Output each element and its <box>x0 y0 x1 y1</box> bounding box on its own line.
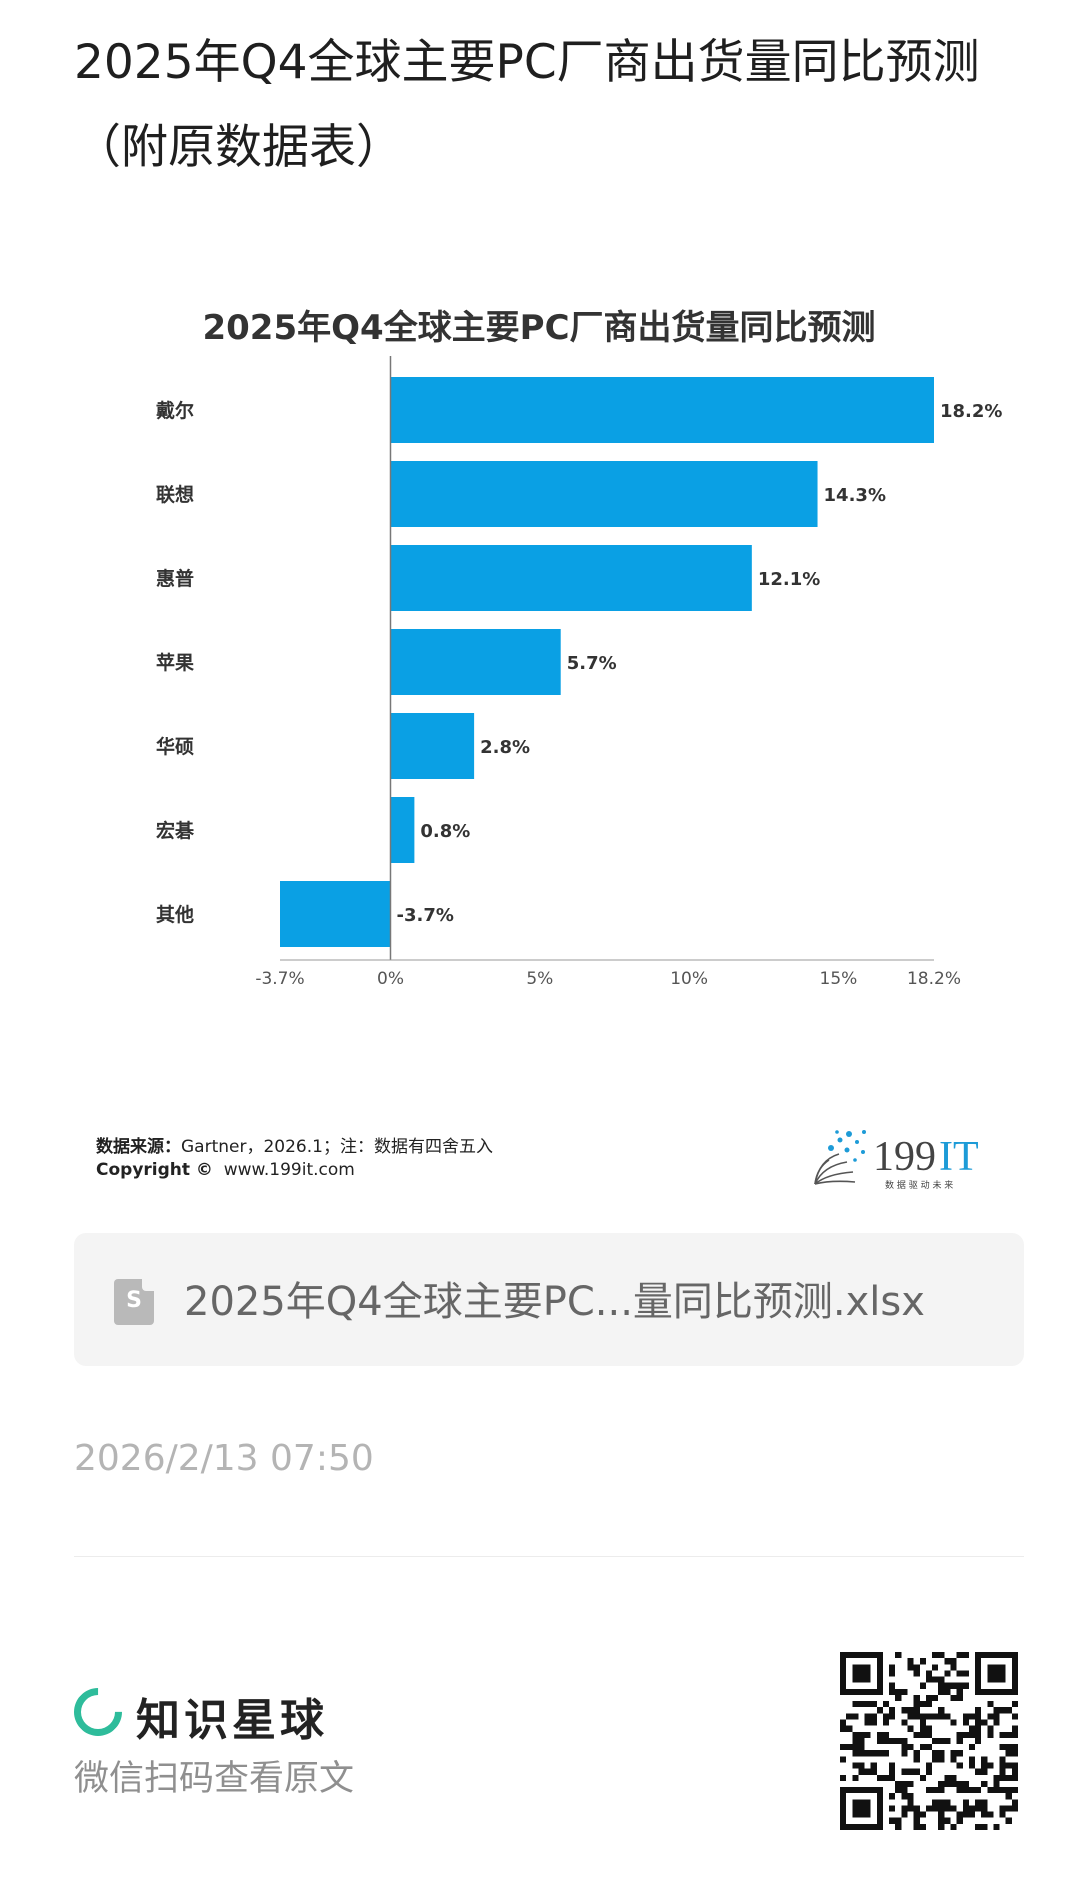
bar-6 <box>280 881 391 947</box>
logo-main-text: 199 <box>873 1134 936 1180</box>
data-label-1: 14.3% <box>824 485 886 506</box>
logo-199it: 199 IT 数 据 驱 动 未 来 <box>814 1130 979 1191</box>
category-label-0: 戴尔 <box>156 399 194 422</box>
x-tick-label-1: 0% <box>377 969 404 989</box>
chart-title: 2025年Q4全球主要PC厂商出货量同比预测 <box>202 308 876 348</box>
qr-code-icon[interactable] <box>840 1652 1018 1830</box>
copyright-line: Copyright © www.199it.com <box>96 1160 355 1180</box>
category-label-2: 惠普 <box>156 567 194 590</box>
data-label-0: 18.2% <box>940 401 1002 422</box>
data-label-4: 2.8% <box>480 737 530 758</box>
category-label-3: 苹果 <box>156 651 194 674</box>
attachment-filename[interactable]: 2025年Q4全球主要PC...量同比预测.xlsx <box>184 1279 925 1325</box>
bar-chart: 戴尔 18.2% 联想 14.3% 惠普 12.1% 苹果 5.7% 华硕 2.8% 宏碁 0.8% 其… <box>156 356 1002 989</box>
bar-3 <box>390 629 561 695</box>
category-label-4: 华硕 <box>156 735 194 758</box>
category-label-5: 宏碁 <box>156 819 195 842</box>
logo-accent-text: IT <box>939 1134 979 1180</box>
x-tick-label-4: 15% <box>820 969 858 989</box>
spreadsheet-icon-letter: S <box>126 1288 142 1313</box>
x-tick-label-0: -3.7% <box>255 969 304 989</box>
x-tick-label-5: 18.2% <box>907 969 961 989</box>
post-title: 2025年Q4全球主要PC厂商出货量同比预测（附原数据表） <box>74 35 980 175</box>
bar-1 <box>390 461 818 527</box>
divider <box>74 1556 1024 1557</box>
data-label-6: -3.7% <box>396 905 453 926</box>
copyright-label: Copyright © <box>96 1160 213 1180</box>
data-label-5: 0.8% <box>420 821 470 842</box>
bar-0 <box>390 377 934 443</box>
data-label-2: 12.1% <box>758 569 820 590</box>
category-label-6: 其他 <box>156 903 194 926</box>
attachment-card[interactable]: S 2025年Q4全球主要PC...量同比预测.xlsx <box>74 1233 1024 1366</box>
brand-name: 知识星球 <box>136 1695 328 1746</box>
bar-5 <box>390 797 415 863</box>
spreadsheet-icon: S <box>114 1279 154 1325</box>
zsxq-logo-icon <box>64 1678 132 1746</box>
category-label-1: 联想 <box>156 483 194 506</box>
x-tick-label-3: 10% <box>670 969 708 989</box>
chart-image: 2025年Q4全球主要PC厂商出货量同比预测 戴尔 18.2% 联想 14.3% 惠普 1… <box>74 280 1004 1210</box>
source-text: Gartner，2026.1；注：数据有四舍五入 <box>181 1137 493 1157</box>
source-label: 数据来源： <box>96 1137 181 1157</box>
x-tick-label-2: 5% <box>526 969 553 989</box>
logo-tagline: 数 据 驱 动 未 来 <box>885 1179 953 1191</box>
data-label-3: 5.7% <box>567 653 617 674</box>
post-timestamp: 2026/2/13 07:50 <box>74 1438 374 1479</box>
source-line: 数据来源：Gartner，2026.1；注：数据有四舍五入 <box>96 1132 493 1157</box>
bar-4 <box>390 713 475 779</box>
bar-2 <box>390 545 752 611</box>
copyright-text: www.199it.com <box>223 1160 355 1180</box>
brand-subtitle: 微信扫码查看原文 <box>74 1759 355 1799</box>
